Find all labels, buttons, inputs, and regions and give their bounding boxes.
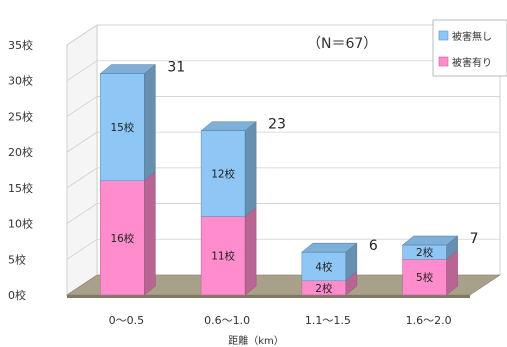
segment-value-label: 4校 <box>315 260 333 273</box>
legend: 被害無し 被害有り <box>432 19 507 77</box>
y-tick-label: 35校 <box>8 38 33 52</box>
bar-segment-side <box>244 121 257 217</box>
legend-label-damage: 被害有り <box>452 56 492 69</box>
y-tick-label: 0校 <box>8 288 26 302</box>
segment-value-label: 15校 <box>110 121 134 134</box>
x-tick-label: 1.1〜1.5 <box>305 314 351 327</box>
side-wall <box>66 24 98 296</box>
segment-value-label: 2校 <box>416 246 434 259</box>
segment-value-label: 12校 <box>211 168 235 181</box>
bar-segment-top <box>301 242 358 253</box>
chart-back-walls <box>66 24 501 296</box>
sample-size-annotation: （N＝67） <box>307 36 377 52</box>
bar-segment-front <box>301 251 347 282</box>
bar-segment-front <box>100 180 145 296</box>
x-axis-label: 距離（km） <box>228 334 284 347</box>
segment-labels: 16校 15校 11校 12校 2校 4校 5校 2校 <box>110 121 433 295</box>
bar-segment-side <box>244 206 257 296</box>
legend-box <box>432 19 507 77</box>
gridline <box>66 96 500 117</box>
gridlines <box>66 24 500 260</box>
bar-segment-damage <box>200 206 257 296</box>
gridline <box>66 203 500 224</box>
bar-segment-damage <box>402 249 458 296</box>
bar-segment-no-damage <box>401 235 459 260</box>
bar-segment-front <box>100 73 145 182</box>
total-labels: 31 23 6 7 <box>167 60 478 255</box>
y-tick-label: 10校 <box>8 217 33 231</box>
bars <box>99 64 459 296</box>
legend-label-no-damage: 被害無し <box>452 30 492 43</box>
total-value-label: 23 <box>268 117 286 133</box>
x-axis-ticks: 0〜0.5 0.6〜1.0 1.1〜1.5 1.6〜2.0 <box>109 314 452 327</box>
total-value-label: 7 <box>470 231 479 247</box>
bar-2 <box>301 242 358 296</box>
legend-swatch-damage <box>438 56 449 67</box>
segment-value-label: 11校 <box>211 250 235 263</box>
bar-1 <box>200 121 257 296</box>
bar-segment-side <box>144 64 156 182</box>
bar-segment-front <box>200 216 246 296</box>
y-tick-label: 25校 <box>8 109 33 123</box>
bar-segment-top <box>401 235 459 246</box>
bar-segment-damage <box>301 271 358 296</box>
y-tick-label: 5校 <box>8 252 26 266</box>
segment-value-label: 5校 <box>416 271 434 284</box>
bar-0 <box>99 64 157 296</box>
bar-segment-top <box>200 121 257 131</box>
y-axis-ticks: 0校 5校 10校 15校 20校 25校 30校 35校 <box>8 38 33 302</box>
bar-segment-no-damage <box>200 121 257 217</box>
chart-floor <box>66 274 501 298</box>
x-tick-label: 0.6〜1.0 <box>204 314 250 327</box>
y-tick-label: 30校 <box>8 74 33 88</box>
y-tick-label: 20校 <box>8 145 33 159</box>
bar-segment-front <box>200 130 246 217</box>
gridline <box>66 238 500 260</box>
bar-3 <box>401 235 459 296</box>
bar-segment-no-damage <box>99 64 157 182</box>
gridline <box>66 24 500 46</box>
x-tick-label: 0〜0.5 <box>109 314 145 327</box>
bar-segment-side <box>144 171 156 296</box>
segment-value-label: 2校 <box>315 282 333 295</box>
legend-swatch-no-damage <box>438 30 449 41</box>
gridline <box>66 131 500 153</box>
total-value-label: 31 <box>167 60 185 76</box>
gridline <box>66 167 500 189</box>
y-tick-label: 15校 <box>8 181 33 195</box>
x-tick-label: 1.6〜2.0 <box>406 314 452 327</box>
floor-edge <box>67 295 470 298</box>
total-value-label: 6 <box>369 238 378 254</box>
bar-segment-top <box>99 64 157 74</box>
gridline <box>66 60 500 82</box>
bar-segment-no-damage <box>301 242 358 282</box>
segment-value-label: 16校 <box>110 232 134 245</box>
